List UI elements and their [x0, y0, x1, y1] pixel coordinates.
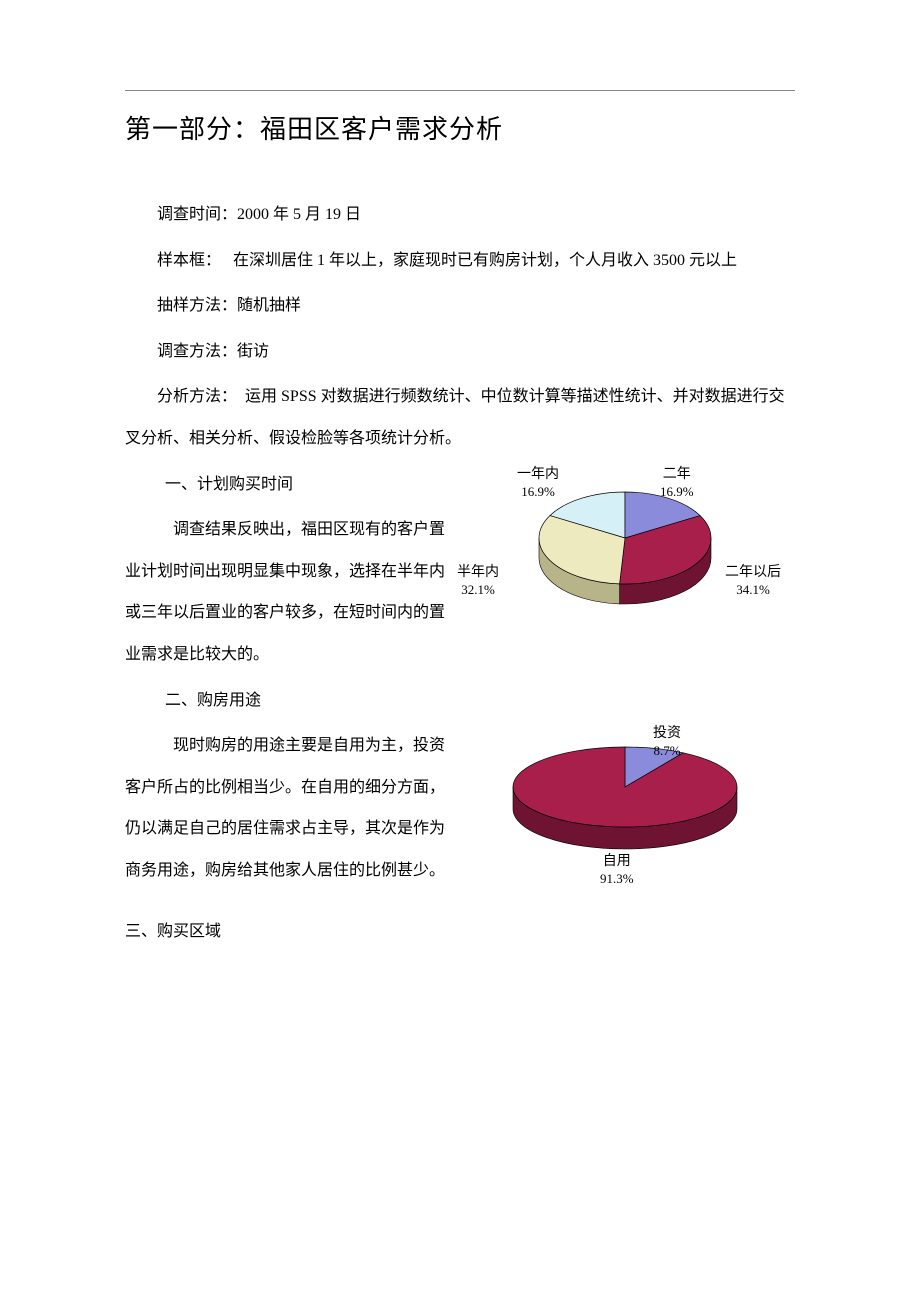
- chart1-label-3: 半年内 32.1%: [457, 564, 499, 600]
- analysis-method-line: 分析方法： 运用 SPSS 对数据进行频数统计、中位数计算等描述性统计、并对数据…: [125, 376, 795, 459]
- chart-1-col: 一年内 16.9% 二年 16.9% 二年以后 34.1% 半年内 32.1%: [455, 464, 795, 654]
- section-3-heading: 三、购买区域: [125, 911, 795, 953]
- survey-method-line: 调查方法：街访: [125, 331, 795, 373]
- chart-2-col: 投资 8.7% 自用 91.3%: [455, 725, 795, 905]
- survey-method-value: 街访: [237, 343, 269, 360]
- section-2-text: 现时购房的用途主要是自用为主，投资客户所占的比例相当少。在自用的细分方面，仍以满…: [125, 725, 455, 895]
- section-2-body: 现时购房的用途主要是自用为主，投资客户所占的比例相当少。在自用的细分方面，仍以满…: [125, 725, 455, 891]
- sampling-method-label: 抽样方法：: [157, 297, 237, 314]
- sampling-method-value: 随机抽样: [237, 297, 301, 314]
- analysis-method-label: 分析方法：: [157, 388, 237, 405]
- sample-frame-value: 在深圳居住 1 年以上，家庭现时已有购房计划，个人月收入 3500 元以上: [233, 252, 737, 269]
- chart2-label-1-name: 自用: [603, 854, 631, 869]
- section-1-row: 一、计划购买时间 调查结果反映出，福田区现有的客户置业计划时间出现明显集中现象，…: [125, 464, 795, 680]
- chart-1-wrap: 一年内 16.9% 二年 16.9% 二年以后 34.1% 半年内 32.1%: [455, 464, 795, 654]
- chart1-label-1-pct: 16.9%: [660, 484, 694, 499]
- section-2-row: 现时购房的用途主要是自用为主，投资客户所占的比例相当少。在自用的细分方面，仍以满…: [125, 725, 795, 905]
- chart1-label-0: 一年内 16.9%: [517, 466, 559, 502]
- chart1-label-0-pct: 16.9%: [521, 484, 555, 499]
- survey-method-label: 调查方法：: [157, 343, 237, 360]
- chart2-label-0-pct: 8.7%: [653, 743, 680, 758]
- chart1-label-0-name: 一年内: [517, 467, 559, 482]
- sampling-method-line: 抽样方法：随机抽样: [125, 285, 795, 327]
- survey-time-line: 调查时间：2000 年 5 月 19 日: [125, 194, 795, 236]
- chart-2-wrap: 投资 8.7% 自用 91.3%: [455, 725, 795, 905]
- top-rule: [125, 90, 795, 91]
- survey-time-label: 调查时间：: [157, 206, 237, 223]
- chart2-label-1: 自用 91.3%: [600, 853, 634, 889]
- chart1-label-3-name: 半年内: [457, 565, 499, 580]
- chart1-label-1-name: 二年: [663, 467, 691, 482]
- chart1-label-2: 二年以后 34.1%: [725, 564, 781, 600]
- chart1-label-1: 二年 16.9%: [660, 466, 694, 502]
- chart1-label-3-pct: 32.1%: [461, 582, 495, 597]
- sample-frame-line: 样本框： 在深圳居住 1 年以上，家庭现时已有购房计划，个人月收入 3500 元…: [125, 240, 795, 282]
- chart2-label-0-name: 投资: [653, 726, 681, 741]
- section-2-heading: 二、购房用途: [125, 680, 795, 722]
- survey-time-value: 2000 年 5 月 19 日: [237, 206, 361, 223]
- chart2-label-1-pct: 91.3%: [600, 871, 634, 886]
- page-title: 第一部分：福田区客户需求分析: [125, 109, 795, 146]
- chart2-label-0: 投资 8.7%: [653, 725, 681, 761]
- section-1-heading: 一、计划购买时间: [125, 464, 455, 506]
- section-1-body: 调查结果反映出，福田区现有的客户置业计划时间出现明显集中现象，选择在半年内或三年…: [125, 509, 455, 675]
- section-1-text: 一、计划购买时间 调查结果反映出，福田区现有的客户置业计划时间出现明显集中现象，…: [125, 464, 455, 680]
- chart1-label-2-pct: 34.1%: [736, 582, 770, 597]
- sample-frame-label: 样本框：: [157, 252, 221, 269]
- chart1-label-2-name: 二年以后: [725, 565, 781, 580]
